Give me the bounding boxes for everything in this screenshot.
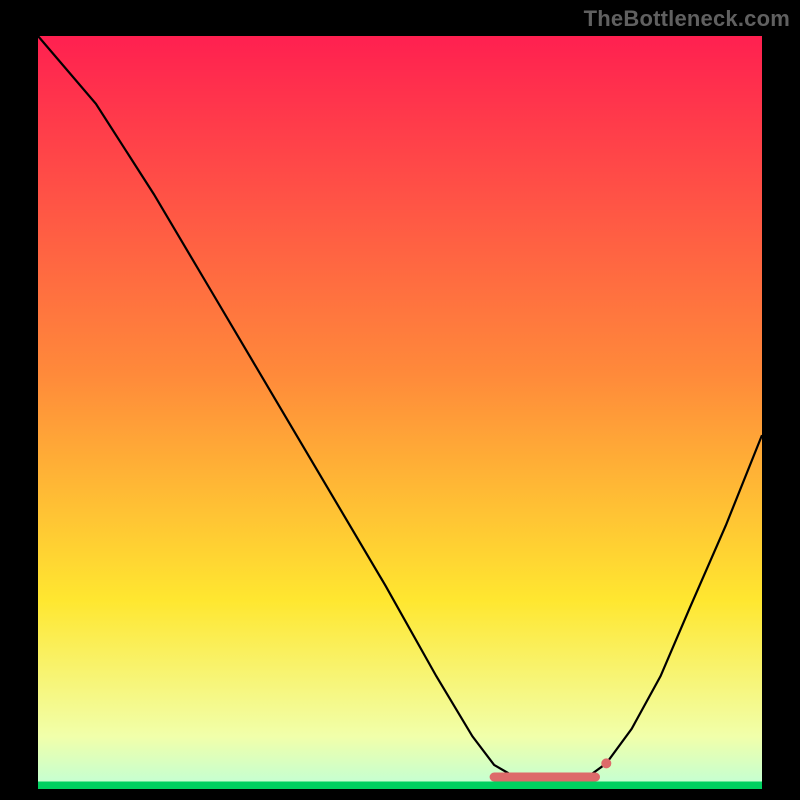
curve-overlay-svg <box>0 0 800 800</box>
watermark-text: TheBottleneck.com <box>584 6 790 32</box>
bottleneck-curve <box>38 36 762 779</box>
chart-figure: TheBottleneck.com <box>0 0 800 800</box>
basin-end-dot <box>601 758 611 768</box>
